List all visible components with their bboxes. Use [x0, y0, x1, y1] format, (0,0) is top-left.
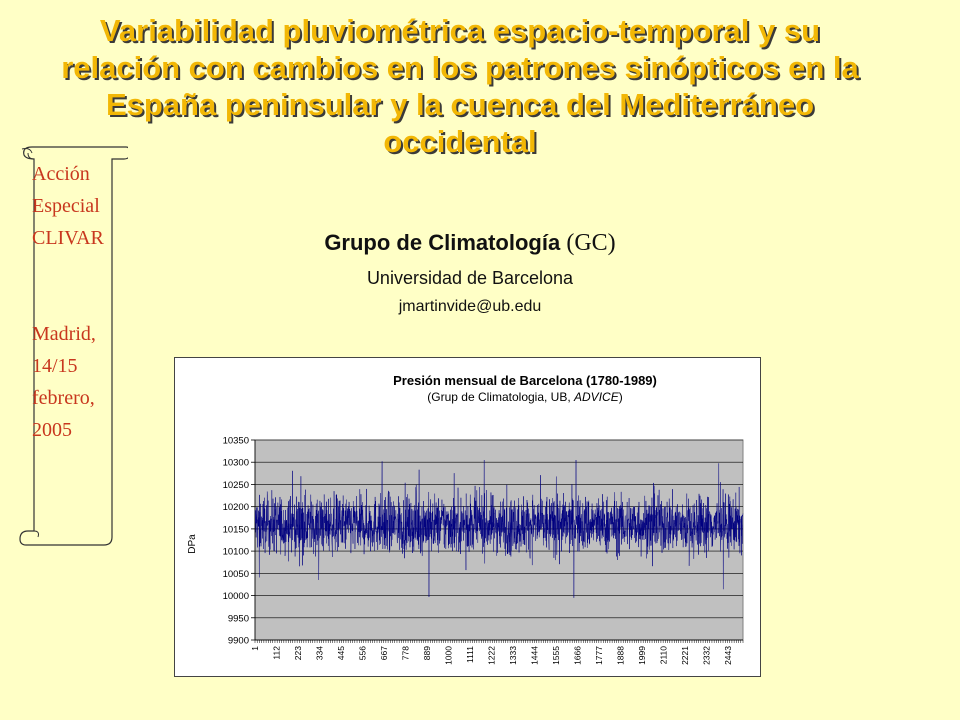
x-tick-label: 2443	[723, 646, 733, 665]
chart-title: Presión mensual de Barcelona (1780-1989)	[393, 373, 657, 388]
x-tick-label: 1888	[616, 646, 626, 665]
scroll-line: Acción	[32, 163, 90, 185]
y-axis-label: DPa	[187, 534, 198, 554]
university: Universidad de Barcelona	[366, 268, 574, 288]
y-tick-label: 10250	[223, 480, 249, 491]
pressure-series-line	[254, 459, 744, 598]
scroll-line: 14/15	[32, 355, 78, 377]
x-tick-label: 1999	[637, 646, 647, 665]
x-tick-label: 1	[250, 646, 260, 651]
x-tick-label: 112	[272, 646, 282, 660]
x-tick-label: 889	[422, 646, 432, 660]
x-tick-label: 1222	[487, 646, 497, 665]
x-tick-label: 1666	[573, 646, 583, 665]
y-tick-label: 9950	[228, 613, 249, 624]
chart-subtitle-end: )	[619, 390, 623, 404]
y-tick-label: 10050	[223, 569, 249, 580]
y-tick-label: 10300	[223, 458, 249, 469]
scroll-line: CLIVAR	[32, 227, 104, 249]
chart-subtitle-italic: ADVICE	[573, 390, 620, 404]
x-tick-label: 1444	[530, 646, 540, 665]
x-tick-label: 556	[358, 646, 368, 660]
x-tick-label: 667	[379, 646, 389, 660]
group-name: Grupo de Climatología	[324, 230, 561, 255]
scroll-line: Especial	[32, 195, 100, 217]
x-tick-label: 445	[336, 646, 346, 660]
email-link[interactable]: jmartinvide@ub.edu	[398, 298, 542, 315]
scroll-line: Madrid,	[32, 323, 96, 345]
x-tick-label: 2110	[659, 646, 669, 665]
scroll-line	[32, 254, 132, 318]
x-tick-label: 2332	[702, 646, 712, 665]
slide-title: Variabilidad pluviométrica espacio-tempo…	[61, 13, 859, 159]
scroll-text: Acción Especial CLIVAR Madrid, 14/15 feb…	[32, 158, 132, 446]
group-heading: Grupo de Climatología (GC)	[200, 230, 740, 257]
chart-subtitle-plain: (Grup de Climatologia, UB,	[427, 390, 574, 404]
scroll-banner	[18, 143, 128, 546]
x-tick-label: 1777	[594, 646, 604, 665]
y-tick-label: 10200	[223, 502, 249, 513]
y-tick-label: 10150	[223, 524, 249, 535]
x-tick-label: 1111	[465, 646, 475, 663]
x-tick-label: 2221	[680, 646, 690, 665]
y-tick-label: 10100	[223, 547, 249, 558]
x-tick-label: 334	[315, 646, 325, 660]
x-tick-label: 223	[293, 646, 303, 660]
x-tick-label: 1333	[508, 646, 518, 665]
chart-frame: Presión mensual de Barcelona (1780-1989)…	[174, 357, 761, 677]
x-tick-label: 1555	[551, 646, 561, 665]
x-tick-label: 1000	[444, 646, 454, 665]
chart-subtitle: (Grup de Climatologia, UB, ADVICE)	[427, 390, 622, 404]
y-tick-label: 10000	[223, 591, 249, 602]
scroll-line: febrero,	[32, 387, 95, 409]
pressure-chart: Presión mensual de Barcelona (1780-1989)…	[187, 373, 744, 665]
y-tick-label: 9900	[228, 636, 249, 647]
scroll-outline	[19, 146, 128, 546]
scroll-line: 2005	[32, 419, 72, 441]
x-tick-label: 778	[401, 646, 411, 660]
y-tick-label: 10350	[223, 436, 249, 447]
group-abbr: (GC)	[566, 230, 616, 256]
